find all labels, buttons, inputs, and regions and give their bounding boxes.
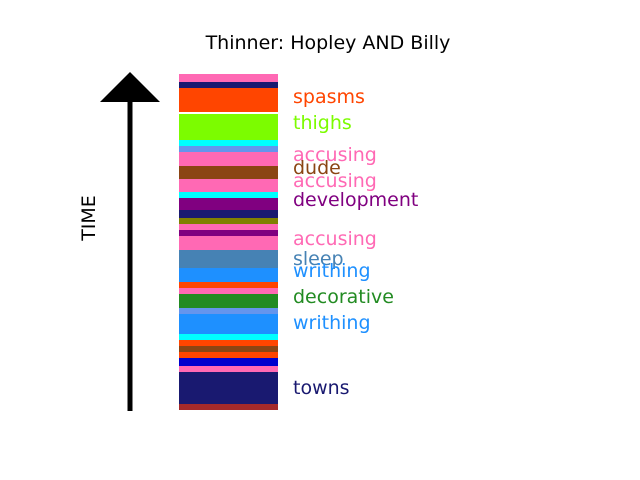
time-band xyxy=(179,230,278,236)
time-band xyxy=(179,372,278,404)
band-label: accusing xyxy=(293,170,377,192)
time-band xyxy=(179,352,278,358)
band-label: towns xyxy=(293,377,350,399)
time-band xyxy=(179,366,278,372)
time-band xyxy=(179,236,278,250)
band-label: dude xyxy=(293,157,341,179)
band-labels: spasmsthighsaccusingdudeaccusingdevelopm… xyxy=(293,86,418,399)
band-label: spasms xyxy=(293,86,365,108)
band-label: writhing xyxy=(293,260,371,282)
time-band xyxy=(179,288,278,294)
band-label: decorative xyxy=(293,286,394,308)
time-band xyxy=(179,198,278,210)
time-band xyxy=(179,314,278,334)
band-label: development xyxy=(293,189,418,211)
time-band xyxy=(179,334,278,340)
time-band xyxy=(179,340,278,346)
time-band xyxy=(179,88,278,104)
time-band xyxy=(179,250,278,268)
time-band xyxy=(179,104,278,114)
time-band xyxy=(179,404,278,410)
time-band xyxy=(179,179,278,192)
band-label: accusing xyxy=(293,144,377,166)
time-band xyxy=(179,74,278,82)
time-band xyxy=(179,346,278,352)
time-band xyxy=(179,308,278,314)
time-band xyxy=(179,218,278,224)
time-band xyxy=(179,114,278,130)
band-label: writhing xyxy=(293,312,371,334)
time-axis: TIME xyxy=(78,72,160,411)
band-label: sleep xyxy=(293,248,344,270)
y-axis-label: TIME xyxy=(78,195,100,242)
time-bands xyxy=(179,74,278,410)
band-label: accusing xyxy=(293,228,377,250)
band-label: thighs xyxy=(293,112,352,134)
time-band xyxy=(179,112,278,114)
time-band xyxy=(179,282,278,288)
time-arrow-head xyxy=(100,72,160,102)
time-band xyxy=(179,152,278,166)
time-band xyxy=(179,130,278,140)
time-band xyxy=(179,166,278,179)
time-band xyxy=(179,140,278,146)
time-band xyxy=(179,192,278,198)
time-band xyxy=(179,268,278,282)
time-band xyxy=(179,146,278,152)
time-band xyxy=(179,224,278,230)
time-band xyxy=(179,210,278,218)
time-band xyxy=(179,82,278,88)
chart-title: Thinner: Hopley AND Billy xyxy=(205,32,451,54)
time-band xyxy=(179,294,278,308)
time-band xyxy=(179,358,278,366)
